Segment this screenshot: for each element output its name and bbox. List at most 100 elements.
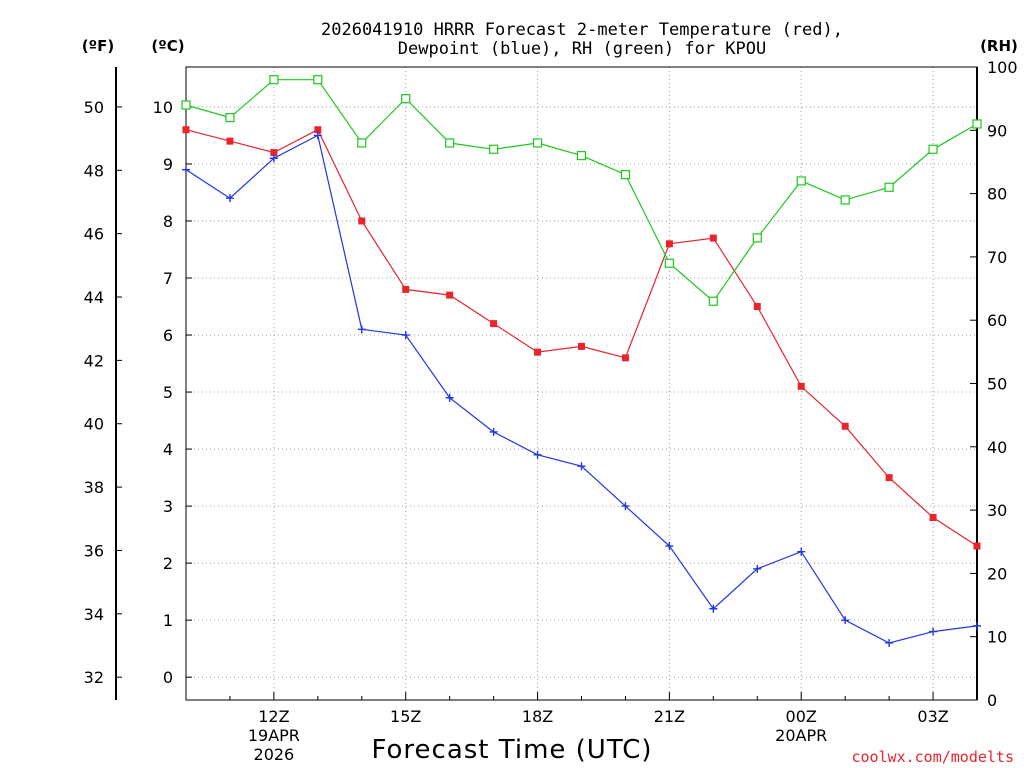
rh-point [489, 144, 499, 154]
chart-title-line2: Dewpoint (blue), RH (green) for KPOU [398, 39, 766, 59]
rh-tick-label: 10 [987, 628, 1007, 647]
temperature-point [709, 234, 717, 242]
rh-point [225, 113, 235, 123]
temperature-point [446, 291, 454, 299]
temperature-line [185, 128, 978, 547]
chart-title-line1: 2026041910 HRRR Forecast 2-meter Tempera… [321, 20, 843, 40]
celsius-tick-label: 5 [163, 383, 173, 402]
x-tick-label: 12Z [258, 707, 289, 726]
fahrenheit-tick-label: 32 [84, 668, 104, 687]
celsius-tick-label: 4 [163, 440, 173, 459]
fahrenheit-tick-label: 44 [84, 288, 104, 307]
rh-point [576, 151, 587, 161]
temperature-point [885, 474, 893, 482]
dewpoint-point [225, 194, 234, 203]
x-tick-label: 03Z [917, 707, 948, 726]
temperature-point [270, 149, 278, 157]
rh-point [313, 75, 323, 85]
rh-point [972, 119, 982, 129]
tick-labels: 3234363840424446485001234567891001020304… [84, 58, 1018, 764]
fahrenheit-tick-label: 42 [84, 351, 104, 370]
dewpoint-point [269, 154, 278, 163]
dewpoint-point [445, 393, 454, 402]
rh-tick-label: 30 [987, 501, 1007, 520]
x-tick-label: 21Z [654, 707, 685, 726]
rh-point [796, 176, 806, 186]
temperature-point [841, 422, 849, 430]
temperature-point [665, 240, 673, 248]
x-axis-label: Forecast Time (UTC) [371, 735, 652, 765]
dewpoint-point [841, 616, 850, 625]
rh-tick-label: 70 [987, 248, 1007, 267]
celsius-tick-label: 10 [153, 98, 173, 117]
temperature-point [578, 342, 585, 350]
dewpoint-line [185, 134, 978, 644]
rh-point [620, 170, 631, 180]
data-series [181, 75, 982, 647]
temperature-point [314, 126, 322, 134]
dewpoint-point [313, 131, 322, 140]
temperature-point [182, 126, 190, 134]
temperature-point [973, 542, 981, 550]
rh-tick-label: 40 [987, 438, 1007, 457]
dewpoint-point [533, 450, 542, 459]
dewpoint-point [797, 547, 806, 556]
fahrenheit-unit-label: (ºF) [82, 37, 114, 55]
fahrenheit-tick-label: 50 [84, 98, 104, 117]
celsius-tick-label: 3 [163, 497, 173, 516]
temperature-point [797, 382, 805, 390]
rh-tick-label: 60 [987, 311, 1007, 330]
dewpoint-point [182, 165, 190, 174]
rh-point [884, 182, 894, 192]
credit-text[interactable]: coolwx.com/modelts [851, 748, 1014, 766]
temperature-point [534, 348, 542, 356]
rh-line [185, 79, 978, 303]
celsius-tick-label: 0 [163, 668, 173, 687]
rh-point [928, 144, 938, 154]
dewpoint-point [929, 627, 938, 636]
fahrenheit-tick-label: 34 [84, 605, 104, 624]
rh-tick-label: 20 [987, 564, 1007, 583]
rh-point [840, 195, 850, 205]
rh-tick-label: 80 [987, 185, 1007, 204]
dewpoint-point [753, 564, 762, 573]
dewpoint-point [577, 462, 586, 471]
x-tick-year-label: 2026 [254, 745, 295, 764]
x-tick-date-label: 19APR [248, 726, 300, 745]
dewpoint-point [621, 502, 630, 511]
temperature-point [358, 217, 366, 225]
fahrenheit-tick-label: 38 [84, 478, 104, 497]
dewpoint-point [401, 331, 410, 340]
fahrenheit-tick-label: 36 [84, 541, 104, 560]
temperature-point [402, 285, 410, 293]
dewpoint-point [885, 638, 894, 647]
rh-point [708, 296, 718, 306]
dewpoint-point [357, 325, 366, 334]
temperature-point [490, 320, 498, 328]
dewpoint-point [709, 604, 718, 613]
x-tick-date-label: 20APR [775, 726, 827, 745]
temperature-point [753, 303, 761, 311]
x-tick-label: 00Z [786, 707, 817, 726]
celsius-tick-label: 1 [163, 611, 173, 630]
celsius-unit-label: (ºC) [151, 37, 184, 55]
plot-frame [185, 66, 978, 701]
celsius-tick-label: 8 [163, 212, 173, 231]
rh-point [532, 138, 543, 148]
rh-tick-label: 90 [987, 121, 1007, 140]
rh-point [752, 233, 762, 243]
celsius-tick-label: 7 [163, 269, 173, 288]
temperature-point [929, 514, 937, 522]
x-tick-label: 15Z [390, 707, 421, 726]
rh-tick-label: 100 [987, 58, 1018, 77]
rh-point [181, 100, 191, 110]
fahrenheit-tick-label: 46 [84, 225, 104, 244]
rh-point [357, 138, 367, 148]
dewpoint-point [665, 542, 674, 551]
x-tick-label: 18Z [522, 707, 553, 726]
dewpoint-point [489, 427, 498, 436]
rh-point [269, 75, 279, 85]
temperature-point [621, 354, 629, 362]
rh-tick-label: 50 [987, 375, 1007, 394]
